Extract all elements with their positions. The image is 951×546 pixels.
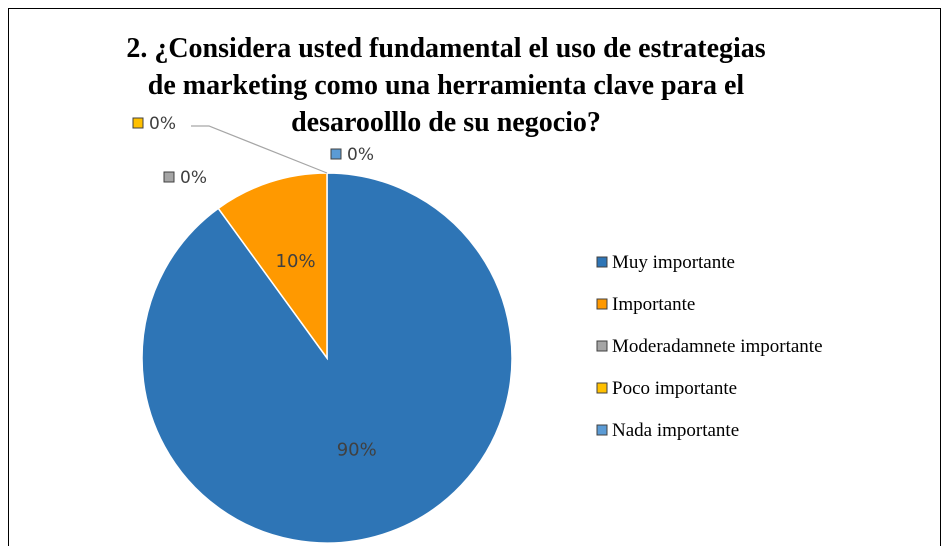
legend: Muy importante Importante Moderadamnete im… [596,252,823,441]
data-label-text: 0% [180,168,207,188]
data-labels: 90% 10% 0% 0% 0% [132,114,377,460]
chart-title-line-3: desaroolllo de su negocio? [291,107,601,138]
legend-item-muy-importante: Muy importante [596,252,735,273]
data-label-swatch [163,171,175,183]
data-label-swatch [132,117,144,129]
data-label-swatch [330,148,342,160]
data-label-importante: 10% [276,251,316,272]
legend-item-moderadamnete-importante: Moderadamnete importante [596,336,823,357]
data-label-text: 0% [149,114,176,134]
pie-slice-importante [217,172,328,361]
legend-label: Poco importante [612,378,737,399]
chart-title: 2. ¿Considera usted fundamental el uso d… [60,30,832,141]
chart-frame [8,8,941,546]
data-label-nada-importante: 0% [330,145,374,165]
data-label-poco-importante: 0% [132,114,328,174]
legend-label: Importante [612,294,695,315]
chart-title-line-2: de marketing como una herramienta clave … [147,70,745,101]
legend-item-importante: Importante [596,294,695,315]
data-label-moderadamnete-importante: 0% [163,168,207,188]
legend-swatch [596,298,608,310]
legend-swatch [596,340,608,352]
data-label-muy-importante: 90% [337,439,377,460]
legend-swatch [596,424,608,436]
pie-slices [141,172,513,544]
legend-swatch [596,256,608,268]
leader-line [191,125,328,174]
chart-title-line-1: 2. ¿Considera usted fundamental el uso d… [126,33,766,64]
legend-swatch [596,382,608,394]
legend-label: Nada importante [612,420,739,441]
legend-label: Muy importante [612,252,735,273]
legend-item-nada-importante: Nada importante [596,420,739,441]
legend-item-poco-importante: Poco importante [596,378,737,399]
data-label-text: 0% [347,145,374,165]
legend-label: Moderadamnete importante [612,336,823,357]
